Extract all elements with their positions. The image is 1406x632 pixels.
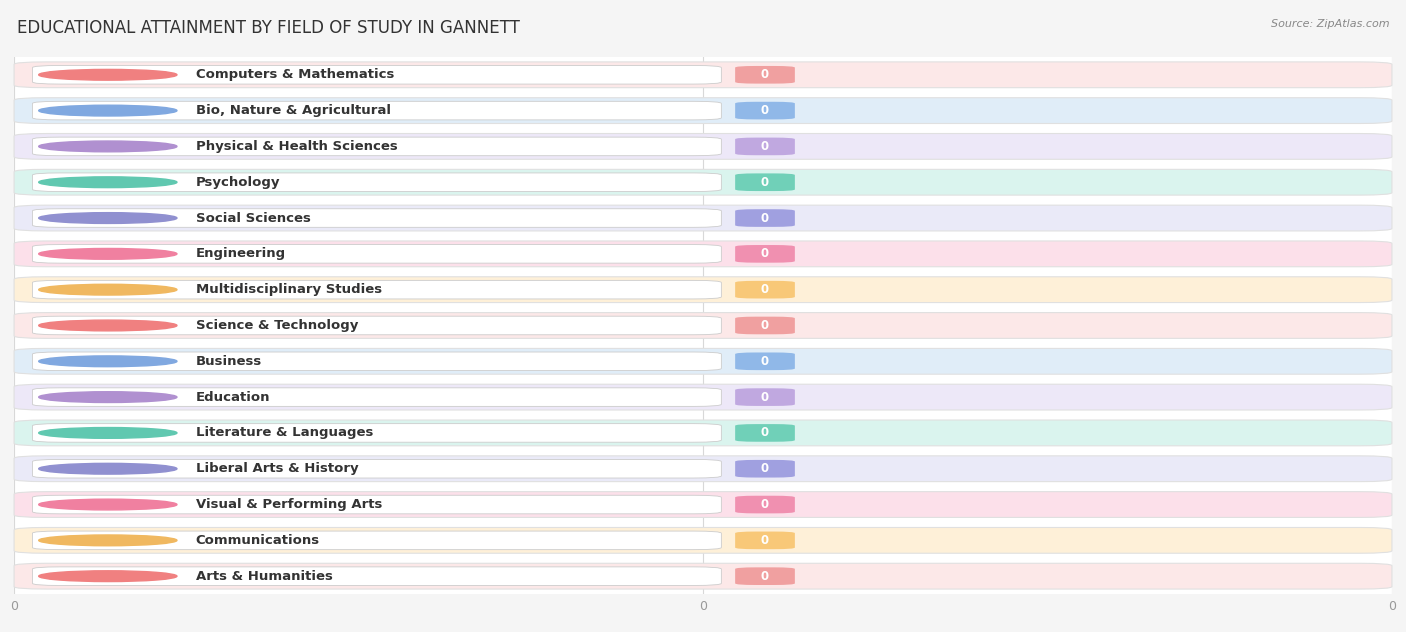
Text: Multidisciplinary Studies: Multidisciplinary Studies xyxy=(195,283,382,296)
FancyBboxPatch shape xyxy=(32,352,721,370)
FancyBboxPatch shape xyxy=(735,245,794,263)
FancyBboxPatch shape xyxy=(14,62,1392,88)
Circle shape xyxy=(39,427,177,439)
Circle shape xyxy=(39,284,177,295)
Circle shape xyxy=(39,70,177,80)
FancyBboxPatch shape xyxy=(32,209,721,228)
Circle shape xyxy=(39,356,177,367)
FancyBboxPatch shape xyxy=(32,495,721,514)
Text: Business: Business xyxy=(195,355,262,368)
Circle shape xyxy=(39,463,177,474)
Circle shape xyxy=(39,141,177,152)
Circle shape xyxy=(39,535,177,546)
Text: 0: 0 xyxy=(761,68,769,82)
FancyBboxPatch shape xyxy=(14,98,1392,123)
FancyBboxPatch shape xyxy=(14,492,1392,518)
FancyBboxPatch shape xyxy=(735,173,794,191)
FancyBboxPatch shape xyxy=(735,209,794,227)
FancyBboxPatch shape xyxy=(735,388,794,406)
FancyBboxPatch shape xyxy=(735,532,794,549)
FancyBboxPatch shape xyxy=(14,384,1392,410)
FancyBboxPatch shape xyxy=(32,531,721,550)
Text: Visual & Performing Arts: Visual & Performing Arts xyxy=(195,498,382,511)
Text: Social Sciences: Social Sciences xyxy=(195,212,311,224)
Text: Communications: Communications xyxy=(195,534,321,547)
Text: 0: 0 xyxy=(761,534,769,547)
Text: Education: Education xyxy=(195,391,270,404)
Circle shape xyxy=(39,392,177,403)
Text: Physical & Health Sciences: Physical & Health Sciences xyxy=(195,140,398,153)
FancyBboxPatch shape xyxy=(735,460,794,478)
FancyBboxPatch shape xyxy=(14,563,1392,589)
FancyBboxPatch shape xyxy=(14,133,1392,159)
FancyBboxPatch shape xyxy=(32,137,721,155)
FancyBboxPatch shape xyxy=(735,568,794,585)
Text: 0: 0 xyxy=(761,176,769,189)
FancyBboxPatch shape xyxy=(32,173,721,191)
Text: Literature & Languages: Literature & Languages xyxy=(195,427,373,439)
FancyBboxPatch shape xyxy=(14,169,1392,195)
FancyBboxPatch shape xyxy=(735,495,794,513)
FancyBboxPatch shape xyxy=(32,66,721,84)
FancyBboxPatch shape xyxy=(735,353,794,370)
Circle shape xyxy=(39,177,177,188)
FancyBboxPatch shape xyxy=(32,101,721,120)
FancyBboxPatch shape xyxy=(735,66,794,83)
FancyBboxPatch shape xyxy=(14,313,1392,338)
Circle shape xyxy=(39,320,177,331)
Text: Source: ZipAtlas.com: Source: ZipAtlas.com xyxy=(1271,19,1389,29)
Text: 0: 0 xyxy=(761,247,769,260)
FancyBboxPatch shape xyxy=(32,423,721,442)
FancyBboxPatch shape xyxy=(14,456,1392,482)
FancyBboxPatch shape xyxy=(14,348,1392,374)
Circle shape xyxy=(39,212,177,224)
FancyBboxPatch shape xyxy=(735,102,794,119)
Text: 0: 0 xyxy=(761,140,769,153)
Text: Arts & Humanities: Arts & Humanities xyxy=(195,569,333,583)
Text: Liberal Arts & History: Liberal Arts & History xyxy=(195,462,359,475)
Text: 0: 0 xyxy=(761,427,769,439)
Text: 0: 0 xyxy=(761,355,769,368)
Text: 0: 0 xyxy=(761,498,769,511)
FancyBboxPatch shape xyxy=(14,420,1392,446)
Text: EDUCATIONAL ATTAINMENT BY FIELD OF STUDY IN GANNETT: EDUCATIONAL ATTAINMENT BY FIELD OF STUDY… xyxy=(17,19,520,37)
FancyBboxPatch shape xyxy=(32,459,721,478)
FancyBboxPatch shape xyxy=(14,205,1392,231)
FancyBboxPatch shape xyxy=(735,281,794,298)
Text: 0: 0 xyxy=(761,104,769,117)
Text: Science & Technology: Science & Technology xyxy=(195,319,359,332)
Circle shape xyxy=(39,248,177,259)
Text: Bio, Nature & Agricultural: Bio, Nature & Agricultural xyxy=(195,104,391,117)
Text: 0: 0 xyxy=(761,283,769,296)
FancyBboxPatch shape xyxy=(32,316,721,335)
FancyBboxPatch shape xyxy=(14,241,1392,267)
FancyBboxPatch shape xyxy=(735,317,794,334)
Text: Computers & Mathematics: Computers & Mathematics xyxy=(195,68,394,82)
Text: 0: 0 xyxy=(761,462,769,475)
FancyBboxPatch shape xyxy=(32,567,721,585)
FancyBboxPatch shape xyxy=(32,388,721,406)
FancyBboxPatch shape xyxy=(735,424,794,442)
Text: 0: 0 xyxy=(761,391,769,404)
Text: 0: 0 xyxy=(761,319,769,332)
Text: Engineering: Engineering xyxy=(195,247,285,260)
FancyBboxPatch shape xyxy=(735,138,794,155)
Circle shape xyxy=(39,571,177,581)
Text: 0: 0 xyxy=(761,569,769,583)
FancyBboxPatch shape xyxy=(32,281,721,299)
Text: Psychology: Psychology xyxy=(195,176,280,189)
FancyBboxPatch shape xyxy=(14,277,1392,303)
Circle shape xyxy=(39,499,177,510)
FancyBboxPatch shape xyxy=(14,528,1392,553)
FancyBboxPatch shape xyxy=(32,245,721,263)
Circle shape xyxy=(39,105,177,116)
Text: 0: 0 xyxy=(761,212,769,224)
